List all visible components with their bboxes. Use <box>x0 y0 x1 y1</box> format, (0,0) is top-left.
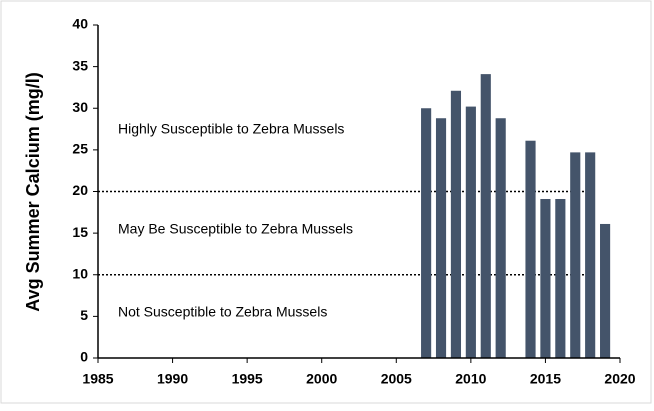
bar <box>421 108 432 358</box>
x-tick-label: 1995 <box>232 371 263 387</box>
x-tick-label: 2000 <box>306 371 337 387</box>
y-tick-label: 10 <box>72 265 88 281</box>
x-tick-label: 2020 <box>604 371 635 387</box>
bar <box>600 223 611 358</box>
y-tick-label: 5 <box>80 307 88 323</box>
x-tick-label: 2005 <box>381 371 412 387</box>
y-tick-label: 40 <box>72 16 88 32</box>
y-tick-label: 0 <box>80 349 88 365</box>
bar <box>465 106 476 359</box>
annotation: Not Susceptible to Zebra Mussels <box>118 304 327 320</box>
x-tick-label: 2010 <box>455 371 486 387</box>
bar <box>570 152 581 358</box>
bar <box>435 118 447 359</box>
y-tick-label: 15 <box>72 224 88 240</box>
x-tick-label: 1985 <box>82 371 113 387</box>
bar <box>495 118 506 359</box>
x-tick-label: 2015 <box>530 371 561 387</box>
bar <box>525 140 536 358</box>
y-axis-label: Avg Summer Calcium (mg/l) <box>23 72 43 311</box>
bar <box>585 152 596 358</box>
x-tick-label: 1990 <box>157 371 188 387</box>
bar <box>450 90 462 358</box>
y-tick-label: 30 <box>72 99 88 115</box>
y-tick-label: 35 <box>72 57 88 73</box>
y-tick-label: 25 <box>72 141 88 157</box>
y-tick-label: 20 <box>72 182 88 198</box>
bar <box>540 198 551 358</box>
annotation: May Be Susceptible to Zebra Mussels <box>118 221 353 237</box>
bar <box>480 74 491 359</box>
bar <box>555 198 566 358</box>
annotation: Highly Susceptible to Zebra Mussels <box>118 121 344 137</box>
